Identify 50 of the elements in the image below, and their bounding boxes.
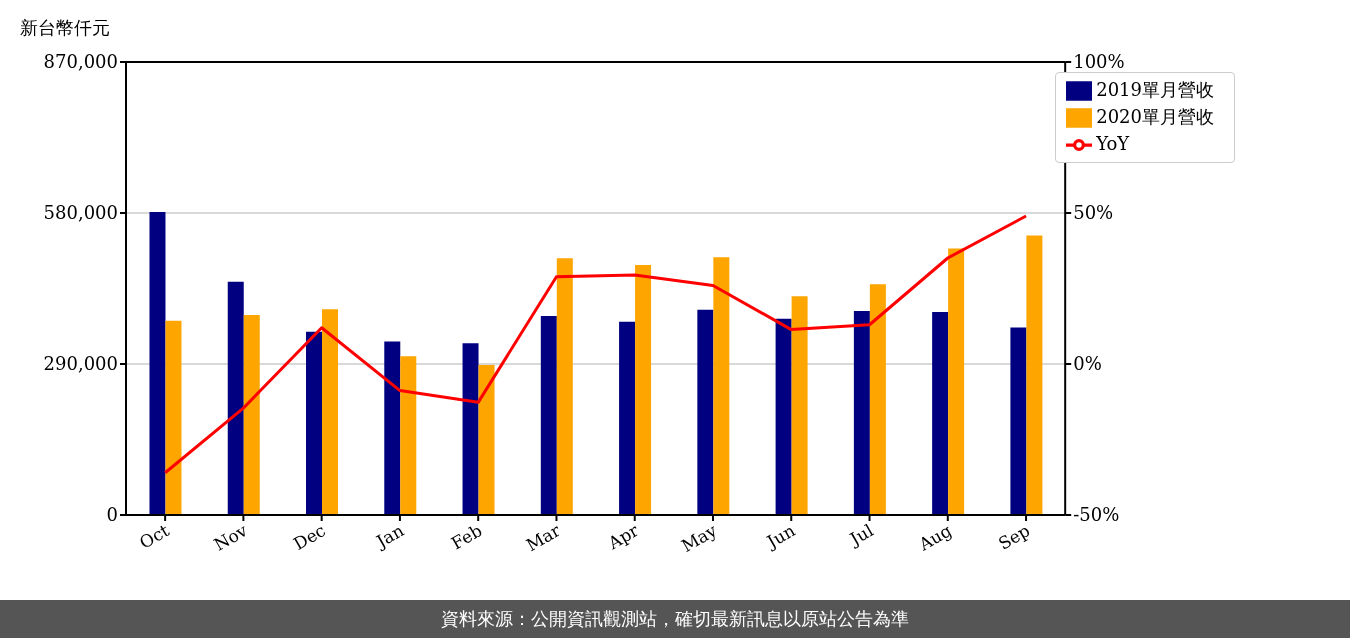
bar xyxy=(1026,235,1043,515)
bar xyxy=(165,320,182,515)
bar xyxy=(1010,327,1027,515)
bar xyxy=(306,331,323,515)
bar xyxy=(948,248,965,515)
bar xyxy=(540,316,557,515)
y-tick-label: 870,000 xyxy=(43,51,118,73)
line-series xyxy=(163,214,1028,475)
y2-tick-label: -50% xyxy=(1073,504,1120,526)
legend-label: 2019單月營收 xyxy=(1096,79,1214,100)
bar xyxy=(853,310,870,515)
x-tick-label: Dec xyxy=(290,520,329,555)
x-tick-label: Sep xyxy=(995,520,1034,554)
bar xyxy=(227,281,244,515)
x-tick-label: Feb xyxy=(447,520,486,554)
y-tick-label: 290,000 xyxy=(43,353,118,375)
legend-label: 2020單月營收 xyxy=(1096,106,1214,127)
bar xyxy=(869,284,886,515)
bar xyxy=(713,257,730,515)
bar xyxy=(775,318,792,515)
legend-label: YoY xyxy=(1096,133,1130,154)
bar xyxy=(478,365,495,515)
x-tick-label: May xyxy=(678,519,721,557)
bar xyxy=(384,341,401,515)
x-tick-label: Aug xyxy=(914,520,956,556)
bar xyxy=(619,321,636,515)
bar xyxy=(322,309,339,515)
bar xyxy=(932,311,949,515)
bar xyxy=(462,343,479,515)
y2-tick-label: 0% xyxy=(1073,353,1102,375)
x-tick-label: Apr xyxy=(603,519,643,554)
x-tick-label: Nov xyxy=(210,519,251,555)
y-tick-label: 0 xyxy=(106,504,118,526)
source-note: 資料來源：公開資訊觀測站，確切最新訊息以原站公告為準 xyxy=(0,600,1350,638)
y2-tick-label: 50% xyxy=(1073,202,1114,224)
y2-tick-label: 100% xyxy=(1073,51,1125,73)
x-tick-label: Jun xyxy=(761,520,799,553)
bar xyxy=(243,315,260,515)
y-tick-label: 580,000 xyxy=(43,202,118,224)
bar xyxy=(400,356,417,515)
bar xyxy=(635,265,652,515)
bar xyxy=(149,211,166,515)
x-tick-label: Mar xyxy=(522,519,565,556)
y-axis-title: 新台幣仟元 xyxy=(20,16,110,40)
x-tick-label: Oct xyxy=(136,520,173,553)
bar xyxy=(556,258,573,515)
x-tick-label: Jul xyxy=(844,520,877,551)
bar xyxy=(697,309,714,515)
x-tick-label: Jan xyxy=(371,520,408,553)
bar xyxy=(791,296,808,515)
